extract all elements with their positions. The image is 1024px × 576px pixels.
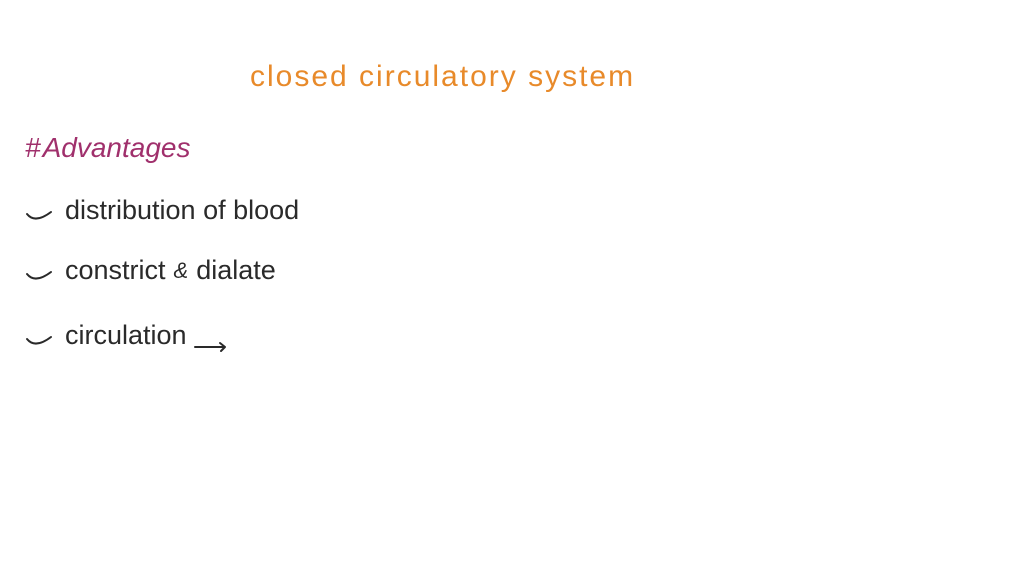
bullet-text: circulation	[65, 320, 187, 351]
tick-icon	[25, 202, 53, 220]
hash-symbol: #	[25, 132, 41, 164]
advantages-heading: #Advantages	[25, 132, 190, 164]
ampersand: &	[174, 258, 189, 284]
list-item: circulation	[25, 320, 233, 351]
list-item: distribution of blood	[25, 195, 299, 226]
tick-icon	[25, 327, 53, 345]
bullet-text: distribution of blood	[65, 195, 299, 226]
list-item: constrict & dialate	[25, 255, 276, 286]
bullet-text-b: dialate	[196, 255, 276, 286]
arrow-icon	[193, 329, 233, 343]
page-title: closed circulatory system	[250, 60, 635, 94]
subheading-text: Advantages	[43, 132, 191, 163]
bullet-text-a: constrict	[65, 255, 166, 286]
title-text: closed circulatory system	[250, 60, 635, 93]
tick-icon	[25, 262, 53, 280]
